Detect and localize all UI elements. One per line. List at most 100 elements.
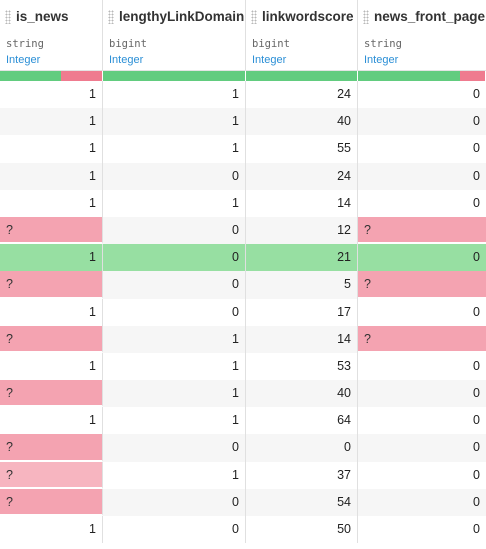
- column-name[interactable]: lengthyLinkDomain: [119, 9, 245, 24]
- table-cell[interactable]: 0: [473, 195, 480, 210]
- table-cell[interactable]: 1: [103, 407, 246, 435]
- table-cell[interactable]: 14: [246, 325, 358, 353]
- table-cell[interactable]: ?: [358, 216, 486, 245]
- table-cell[interactable]: 21: [246, 244, 358, 272]
- table-cell[interactable]: 55: [246, 135, 358, 163]
- drag-handle-icon[interactable]: [5, 10, 11, 24]
- table-row[interactable]: 1 0 50 0: [0, 516, 486, 544]
- table-cell[interactable]: 0: [103, 244, 246, 272]
- table-cell[interactable]: 1: [0, 81, 103, 109]
- table-cell[interactable]: ?: [0, 271, 103, 299]
- table-row[interactable]: ? 0 54 0: [0, 488, 486, 516]
- table-cell[interactable]: 0: [473, 467, 480, 482]
- table-row[interactable]: ? 0 0 0: [0, 434, 486, 462]
- table-cell[interactable]: 1: [0, 407, 103, 435]
- table-cell[interactable]: ?: [0, 216, 103, 245]
- validity-bar[interactable]: [103, 71, 246, 81]
- table-cell[interactable]: 1: [103, 325, 246, 353]
- column-name[interactable]: is_news: [16, 9, 69, 24]
- table-cell[interactable]: 1: [103, 461, 246, 489]
- table-cell[interactable]: 0: [103, 516, 246, 544]
- table-cell[interactable]: 0: [103, 271, 246, 299]
- table-row[interactable]: 1 1 24 0: [0, 81, 486, 109]
- table-row[interactable]: 1 0 21 0: [0, 244, 486, 272]
- table-cell[interactable]: 0: [473, 413, 480, 428]
- table-cell[interactable]: 12: [246, 216, 358, 245]
- table-cell[interactable]: 64: [246, 407, 358, 435]
- table-cell[interactable]: 1: [103, 135, 246, 163]
- validity-bar[interactable]: [246, 71, 358, 81]
- validity-bar[interactable]: [358, 71, 486, 81]
- meaning-type[interactable]: Integer: [109, 54, 144, 66]
- table-cell[interactable]: ?: [0, 380, 103, 408]
- table-cell[interactable]: 50: [246, 516, 358, 544]
- table-cell[interactable]: 0: [103, 434, 246, 462]
- table-cell[interactable]: 0: [103, 488, 246, 516]
- drag-handle-icon[interactable]: [108, 10, 114, 24]
- table-cell[interactable]: 1: [103, 189, 246, 217]
- table-row[interactable]: 1 1 55 0: [0, 135, 486, 163]
- table-cell[interactable]: ?: [358, 325, 486, 353]
- table-cell[interactable]: 0: [473, 304, 480, 319]
- table-cell[interactable]: 0: [473, 522, 480, 536]
- table-cell[interactable]: 1: [0, 352, 103, 381]
- table-row[interactable]: 1 1 53 0: [0, 352, 486, 381]
- column-header-lengthylinkdomain[interactable]: lengthyLinkDomain bigint Integer: [103, 0, 246, 71]
- table-cell[interactable]: 1: [103, 380, 246, 408]
- table-cell[interactable]: 0: [358, 244, 486, 272]
- table-cell[interactable]: 0: [103, 216, 246, 245]
- table-cell[interactable]: 0: [473, 141, 480, 156]
- table-cell[interactable]: ?: [0, 325, 103, 353]
- table-cell[interactable]: ?: [0, 461, 103, 489]
- table-cell[interactable]: 0: [103, 298, 246, 326]
- table-cell[interactable]: 54: [246, 488, 358, 516]
- table-row[interactable]: 1 0 24 0: [0, 162, 486, 190]
- table-cell[interactable]: ?: [0, 488, 103, 516]
- table-cell[interactable]: 17: [246, 298, 358, 326]
- column-header-news-front-page[interactable]: news_front_page string Integer: [358, 0, 486, 71]
- table-cell[interactable]: 1: [0, 516, 103, 544]
- table-cell[interactable]: 0: [473, 168, 480, 183]
- table-cell[interactable]: 1: [0, 108, 103, 136]
- table-cell[interactable]: 5: [246, 271, 358, 299]
- table-cell[interactable]: 1: [0, 298, 103, 326]
- column-name[interactable]: linkwordscore: [262, 9, 354, 24]
- table-cell[interactable]: 1: [103, 81, 246, 109]
- column-header-is-news[interactable]: is_news string Integer: [0, 0, 103, 71]
- validity-bar[interactable]: [0, 71, 103, 81]
- table-cell[interactable]: 0: [246, 434, 358, 462]
- table-cell[interactable]: 1: [0, 162, 103, 190]
- table-row[interactable]: 1 1 14 0: [0, 189, 486, 217]
- table-cell[interactable]: 0: [473, 494, 480, 509]
- column-name[interactable]: news_front_page: [374, 9, 486, 24]
- table-row[interactable]: ? 1 37 0: [0, 461, 486, 489]
- table-cell[interactable]: 1: [0, 135, 103, 163]
- table-cell[interactable]: 0: [473, 386, 480, 401]
- table-cell[interactable]: 14: [246, 189, 358, 217]
- table-cell[interactable]: 0: [473, 87, 480, 101]
- table-cell[interactable]: 24: [246, 162, 358, 190]
- table-cell[interactable]: 0: [103, 162, 246, 190]
- table-row[interactable]: 1 1 40 0: [0, 108, 486, 136]
- table-cell[interactable]: 0: [473, 358, 480, 373]
- table-row[interactable]: ? 0 5?: [0, 271, 486, 299]
- drag-handle-icon[interactable]: [251, 10, 257, 24]
- table-cell[interactable]: ?: [358, 271, 486, 299]
- table-row[interactable]: ? 0 12?: [0, 216, 486, 245]
- table-cell[interactable]: 1: [0, 244, 103, 272]
- meaning-type[interactable]: Integer: [6, 54, 41, 66]
- meaning-type[interactable]: Integer: [364, 54, 399, 66]
- table-cell[interactable]: 0: [473, 440, 480, 455]
- table-cell[interactable]: 1: [103, 352, 246, 381]
- table-cell[interactable]: 24: [246, 81, 358, 109]
- drag-handle-icon[interactable]: [363, 10, 369, 24]
- table-row[interactable]: ? 1 14?: [0, 325, 486, 353]
- table-row[interactable]: 1 0 17 0: [0, 298, 486, 326]
- table-cell[interactable]: 53: [246, 352, 358, 381]
- table-cell[interactable]: 1: [103, 108, 246, 136]
- table-cell[interactable]: 40: [246, 108, 358, 136]
- table-row[interactable]: 1 1 64 0: [0, 407, 486, 435]
- column-header-linkwordscore[interactable]: linkwordscore bigint Integer: [246, 0, 358, 71]
- table-cell[interactable]: ?: [0, 434, 103, 462]
- table-cell[interactable]: 1: [0, 189, 103, 217]
